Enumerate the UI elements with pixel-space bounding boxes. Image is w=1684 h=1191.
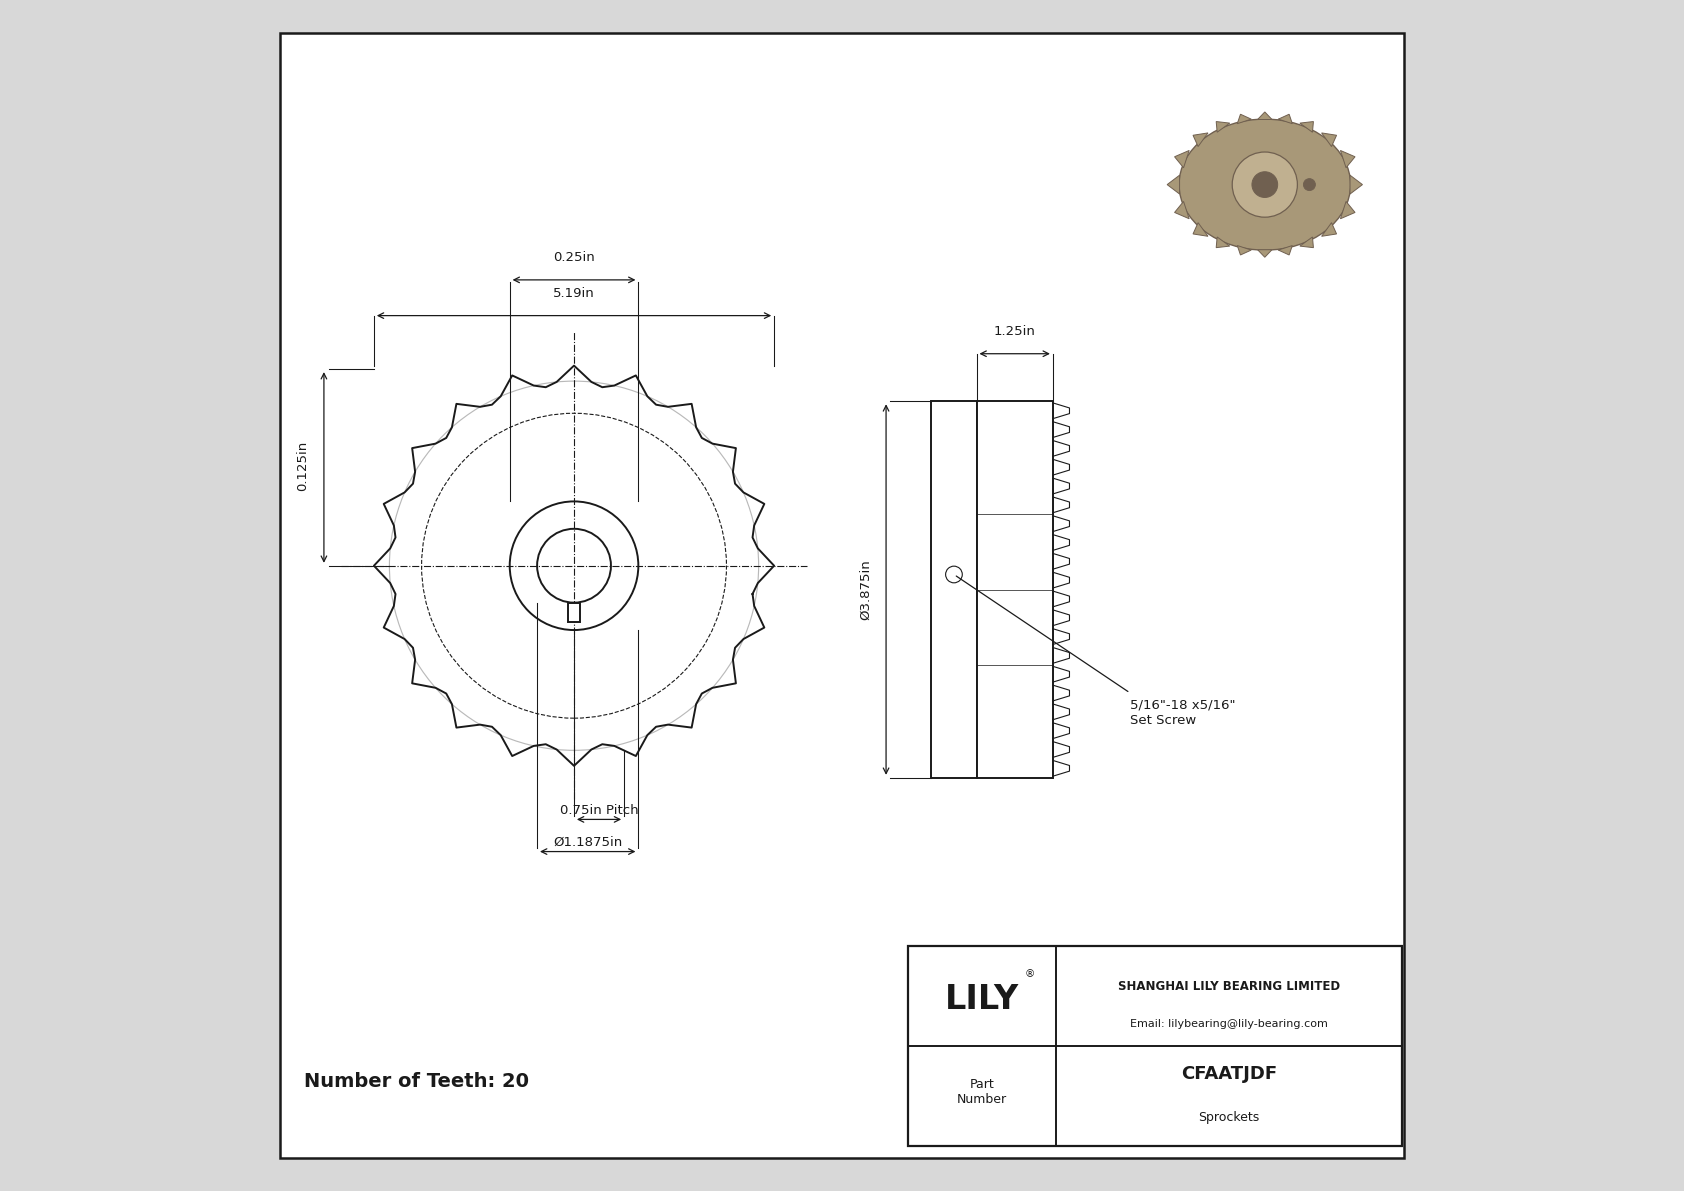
- Ellipse shape: [1179, 119, 1351, 250]
- Polygon shape: [1167, 175, 1179, 194]
- Polygon shape: [1322, 223, 1337, 236]
- Polygon shape: [1300, 121, 1314, 132]
- Circle shape: [1233, 152, 1297, 217]
- Text: 0.25in: 0.25in: [552, 251, 594, 264]
- Polygon shape: [1278, 114, 1292, 124]
- Text: 0.75in Pitch: 0.75in Pitch: [559, 804, 638, 817]
- Polygon shape: [1174, 201, 1189, 219]
- Bar: [931, 401, 977, 778]
- Polygon shape: [1216, 121, 1229, 132]
- Polygon shape: [1300, 237, 1314, 248]
- Polygon shape: [1322, 133, 1337, 146]
- Polygon shape: [1278, 245, 1292, 255]
- Text: SHANGHAI LILY BEARING LIMITED: SHANGHAI LILY BEARING LIMITED: [1118, 980, 1340, 993]
- Bar: [908, 946, 1401, 1146]
- Text: Email: lilybearing@lily-bearing.com: Email: lilybearing@lily-bearing.com: [1130, 1018, 1327, 1029]
- Polygon shape: [1258, 250, 1271, 257]
- Circle shape: [1303, 179, 1315, 191]
- Text: 1.25in: 1.25in: [994, 325, 1036, 338]
- Text: CFAATJDF: CFAATJDF: [1180, 1065, 1276, 1083]
- Bar: [568, 603, 579, 622]
- Text: Ø1.1875in: Ø1.1875in: [552, 836, 623, 849]
- Polygon shape: [1192, 133, 1207, 146]
- Text: LILY: LILY: [945, 984, 1019, 1016]
- Text: Part
Number: Part Number: [957, 1078, 1007, 1105]
- Polygon shape: [1238, 114, 1251, 124]
- Text: Ø3.875in: Ø3.875in: [859, 559, 872, 621]
- Circle shape: [1251, 172, 1278, 198]
- Polygon shape: [1192, 223, 1207, 236]
- Text: 5.19in: 5.19in: [552, 287, 594, 300]
- Polygon shape: [1216, 237, 1229, 248]
- Text: Sprockets: Sprockets: [1197, 1111, 1260, 1124]
- Polygon shape: [1174, 150, 1189, 168]
- Polygon shape: [1340, 150, 1356, 168]
- Text: ®: ®: [1024, 968, 1034, 979]
- Text: 5/16"-18 x5/16"
Set Screw: 5/16"-18 x5/16" Set Screw: [1130, 699, 1236, 727]
- Polygon shape: [1238, 245, 1251, 255]
- Text: 0.125in: 0.125in: [296, 441, 310, 491]
- Ellipse shape: [1271, 119, 1287, 250]
- Polygon shape: [1351, 175, 1362, 194]
- Text: Number of Teeth: 20: Number of Teeth: 20: [303, 1072, 529, 1091]
- Bar: [977, 401, 1052, 778]
- Polygon shape: [1340, 201, 1356, 219]
- Polygon shape: [1258, 112, 1271, 119]
